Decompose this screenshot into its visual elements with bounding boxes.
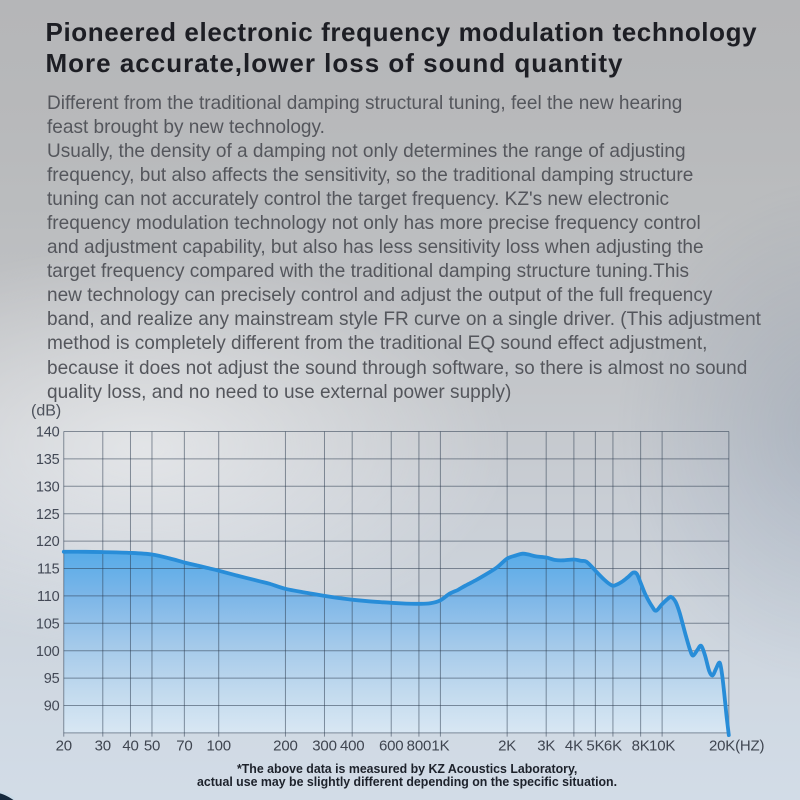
svg-text:100: 100	[206, 738, 230, 755]
svg-text:90: 90	[44, 699, 60, 715]
svg-text:6K: 6K	[604, 738, 622, 755]
svg-text:100: 100	[36, 644, 60, 660]
svg-text:2K: 2K	[498, 738, 516, 755]
svg-text:40: 40	[122, 738, 138, 755]
svg-text:125: 125	[36, 507, 60, 523]
svg-text:95: 95	[44, 671, 60, 687]
svg-text:20: 20	[56, 738, 72, 755]
svg-text:135: 135	[36, 452, 60, 468]
svg-text:10K: 10K	[649, 738, 675, 755]
svg-text:70: 70	[176, 738, 192, 755]
svg-text:115: 115	[37, 562, 60, 578]
svg-text:110: 110	[37, 589, 60, 605]
svg-text:30: 30	[95, 738, 111, 755]
svg-text:300: 300	[312, 738, 336, 755]
svg-text:600: 600	[379, 738, 403, 755]
svg-text:200: 200	[273, 738, 297, 755]
svg-text:4K: 4K	[565, 738, 583, 755]
svg-text:1K: 1K	[431, 738, 449, 755]
svg-text:20K(HZ): 20K(HZ)	[709, 738, 764, 755]
svg-text:130: 130	[36, 479, 60, 495]
svg-text:(dB): (dB)	[31, 403, 61, 420]
svg-text:50: 50	[144, 738, 160, 755]
svg-text:3K: 3K	[537, 738, 555, 755]
svg-text:105: 105	[36, 616, 60, 632]
svg-text:5K: 5K	[586, 738, 604, 755]
svg-text:120: 120	[36, 534, 60, 550]
svg-text:140: 140	[36, 425, 60, 441]
svg-text:8K: 8K	[632, 738, 650, 755]
svg-text:400: 400	[340, 738, 364, 755]
svg-text:800: 800	[407, 738, 431, 755]
